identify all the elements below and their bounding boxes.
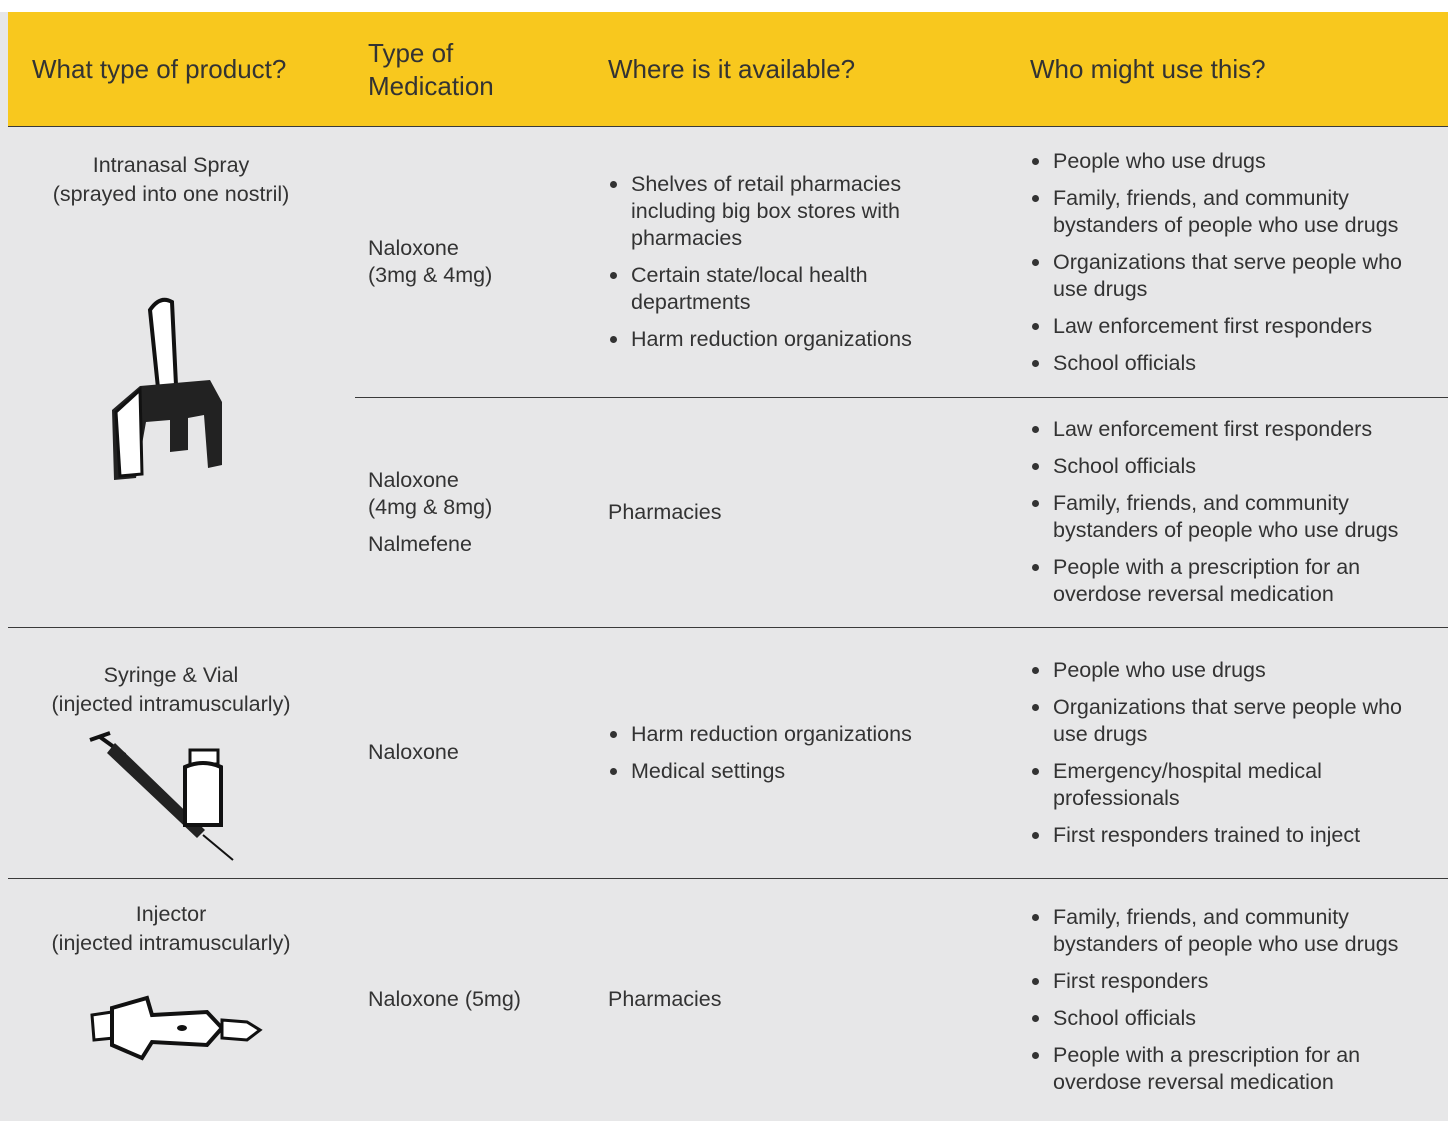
medication-line: Naloxone: [368, 236, 459, 260]
header-cell: What type of product?: [32, 12, 352, 127]
medication-cell: Naloxone: [368, 627, 588, 878]
availability-item: Medical settings: [608, 758, 938, 785]
user-item: School officials: [1030, 1005, 1438, 1032]
user-item: People with a prescription for an overdo…: [1030, 554, 1438, 608]
rule: [8, 627, 1448, 628]
medication: Nalmefene: [368, 531, 588, 558]
user-item: Organizations that serve people who use …: [1030, 249, 1438, 303]
header-cell: Where is it available?: [608, 12, 1008, 127]
medication-cell: Naloxone (3mg & 4mg): [368, 127, 588, 397]
user-item: First responders trained to inject: [1030, 822, 1438, 849]
product-name: Syringe & Vial: [103, 663, 239, 687]
medication-line: Nalmefene: [368, 531, 472, 556]
header-text: Who might use this?: [1030, 54, 1266, 84]
medication: Naloxone (4mg & 8mg): [368, 467, 588, 521]
header-text: Type of Medication: [368, 37, 494, 101]
user-item: First responders: [1030, 968, 1438, 995]
header-text: Where is it available?: [608, 54, 856, 84]
user-item: Family, friends, and community bystander…: [1030, 185, 1438, 239]
medication: Naloxone (5mg): [368, 986, 588, 1013]
medication-line: (3mg & 4mg): [368, 263, 493, 287]
availability-item: Pharmacies: [608, 987, 722, 1011]
availability-item: Harm reduction organizations: [608, 721, 938, 748]
medication: Naloxone: [368, 739, 588, 766]
product-label: Intranasal Spray (sprayed into one nostri…: [8, 151, 334, 209]
medication-line: (4mg & 8mg): [368, 494, 493, 519]
medication-line: Naloxone: [368, 467, 459, 492]
product-method: (sprayed into one nostril): [52, 182, 290, 206]
user-item: Emergency/hospital medical professionals: [1030, 758, 1438, 812]
medication-line: Naloxone: [368, 740, 459, 764]
user-item: People who use drugs: [1030, 657, 1438, 684]
user-item: Law enforcement first responders: [1030, 313, 1438, 340]
user-item: Law enforcement first responders: [1030, 416, 1438, 443]
header-bar: [8, 12, 1448, 127]
user-item: People with a prescription for an overdo…: [1030, 1042, 1438, 1096]
availability-item: Pharmacies: [608, 499, 722, 524]
product-name: Injector: [135, 902, 207, 926]
user-item: People who use drugs: [1030, 148, 1438, 175]
header-text: What type of product?: [32, 54, 287, 84]
users-cell: People who use drugs Family, friends, and…: [1030, 127, 1438, 397]
availability-cell: Pharmacies: [608, 878, 938, 1121]
medication-cell: Naloxone (4mg & 8mg) Nalmefene: [368, 397, 588, 627]
availability-cell: Harm reduction organizations Medical sett…: [608, 627, 938, 878]
availability-item: Shelves of retail pharmacies including b…: [608, 171, 938, 252]
availability-item: Harm reduction organizations: [608, 326, 938, 353]
product-method: (injected intramuscularly): [51, 931, 291, 955]
product-name: Intranasal Spray: [92, 153, 250, 177]
rule: [355, 397, 1448, 398]
rule: [8, 126, 1448, 127]
availability-item: Certain state/local health departments: [608, 262, 938, 316]
product-method: (injected intramuscularly): [51, 692, 291, 716]
rule: [8, 878, 1448, 879]
user-item: Family, friends, and community bystander…: [1030, 904, 1438, 958]
availability-cell: Pharmacies: [608, 397, 938, 627]
users-cell: Family, friends, and community bystander…: [1030, 878, 1438, 1121]
product-label: Syringe & Vial (injected intramuscularly): [8, 661, 334, 719]
medication-line: Naloxone (5mg): [368, 987, 521, 1011]
header-cell: Who might use this?: [1030, 12, 1430, 127]
user-item: Family, friends, and community bystander…: [1030, 490, 1438, 544]
medication-cell: Naloxone (5mg): [368, 878, 588, 1121]
user-item: School officials: [1030, 350, 1438, 377]
injector-icon: [90, 995, 263, 1061]
users-cell: People who use drugs Organizations that s…: [1030, 627, 1438, 878]
medication: Naloxone (3mg & 4mg): [368, 235, 588, 289]
user-item: Organizations that serve people who use …: [1030, 694, 1438, 748]
syringe-icon: [89, 731, 234, 861]
user-item: School officials: [1030, 453, 1438, 480]
availability-cell: Shelves of retail pharmacies including b…: [608, 127, 938, 397]
product-label: Injector (injected intramuscularly): [8, 900, 334, 958]
header-cell: Type of Medication: [368, 12, 528, 127]
users-cell: Law enforcement first responders School o…: [1030, 397, 1438, 627]
top-strip: [0, 0, 1448, 12]
spray-icon: [112, 297, 222, 480]
